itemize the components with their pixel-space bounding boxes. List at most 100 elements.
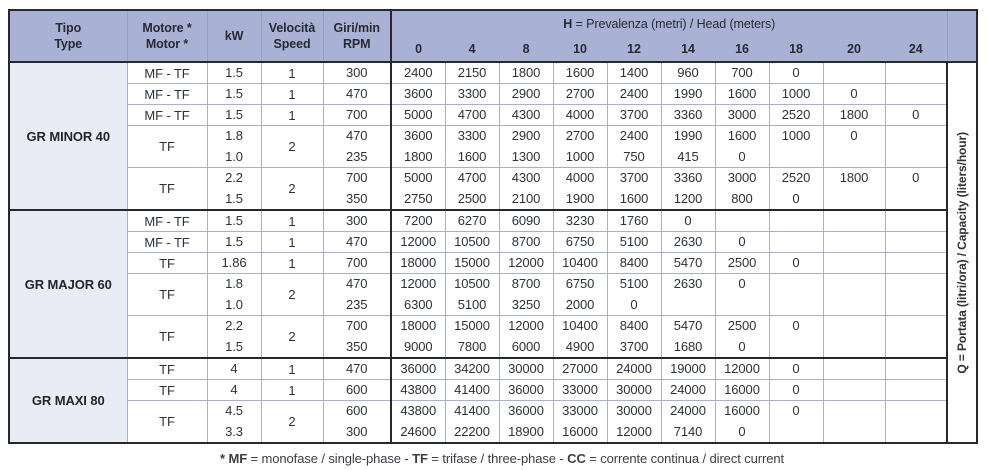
capacity-cell <box>884 125 948 168</box>
table-row: TF 4.5 3.3 2 600 300 43800 24600 41400 22200 36000… <box>9 400 977 444</box>
rpm-cell: 470 <box>322 231 392 253</box>
cell-value: 0 <box>630 296 638 312</box>
footnote-tf: TF <box>412 451 428 466</box>
cell-value: 1300 <box>511 148 541 164</box>
cell-value: 235 <box>346 296 368 312</box>
rpm-cell: 600 <box>322 379 392 401</box>
cell-value: 6090 <box>511 213 541 228</box>
cell-value: 12000 <box>400 234 437 249</box>
capacity-cell <box>822 357 886 380</box>
cell-value: 0 <box>738 276 746 291</box>
cell-value: 30000 <box>616 382 652 397</box>
rpm-cell: 700 <box>322 252 392 274</box>
cell-value: 5000 <box>403 107 433 122</box>
header-row-titles: Tipo Type Motore * Motor * kW Velocità S… <box>8 9 978 63</box>
cell-value <box>770 274 823 295</box>
cell-value: 1600 <box>619 190 649 206</box>
capacity-cell: 1990 <box>660 83 716 105</box>
cell-value: 22200 <box>454 423 490 439</box>
speed-cell: 1 <box>260 252 324 274</box>
capacity-cell: 4000 <box>552 104 608 126</box>
capacity-cell <box>884 273 948 316</box>
cell-value <box>824 189 885 210</box>
cell-value <box>662 295 715 316</box>
capacity-cell: 12000 6300 <box>390 273 446 316</box>
cell-value: 18900 <box>508 423 544 439</box>
cell-value: 16000 <box>562 423 598 439</box>
cell-value: 1680 <box>673 338 703 354</box>
cell-value: 1600 <box>565 65 595 80</box>
capacity-cell: 0 <box>884 167 948 211</box>
capacity-cell <box>822 252 886 274</box>
group-label: GR MAXI 80 <box>8 357 128 444</box>
cell-value: 2630 <box>673 276 703 291</box>
cell-value: 36000 <box>400 361 437 376</box>
capacity-cell: 0 <box>822 83 886 105</box>
capacity-cell <box>884 379 948 401</box>
capacity-cell: 43800 24600 <box>390 400 446 444</box>
capacity-cell: 43800 <box>390 379 446 401</box>
cell-value: 2150 <box>457 65 487 80</box>
cell-value: 1.0 <box>225 296 243 312</box>
cell-value: 4300 <box>511 170 541 185</box>
cell-value: 3700 <box>619 107 649 122</box>
cell-value: 800 <box>731 190 753 206</box>
cell-value: 470 <box>346 361 368 376</box>
capacity-cell: 30000 <box>606 379 662 401</box>
capacity-cell <box>884 357 948 380</box>
capacity-cell: 1600 <box>714 83 770 105</box>
cell-value: 7800 <box>457 338 487 354</box>
cell-value: 960 <box>677 65 699 80</box>
cell-value: 0 <box>738 423 746 439</box>
speed-cell: 2 <box>260 125 324 168</box>
cell-value: 0 <box>792 190 800 206</box>
cell-value <box>824 232 885 252</box>
col-header-giri: Giri/min RPM <box>322 9 392 63</box>
capacity-cell: 6750 2000 <box>552 273 608 316</box>
cell-value: 2400 <box>619 86 649 101</box>
cell-value <box>824 274 885 295</box>
cell-value: 700 <box>346 107 368 122</box>
rpm-cell: 700 350 <box>322 167 392 211</box>
motor-type-cell: TF <box>126 125 208 168</box>
cell-value: 2500 <box>727 255 757 270</box>
speed-cell: 1 <box>260 61 324 84</box>
cell-value: 33000 <box>562 382 598 397</box>
cell-value: 1900 <box>565 190 595 206</box>
cell-value: 2900 <box>511 86 541 101</box>
cell-value: 0 <box>850 86 858 101</box>
cell-value: 4900 <box>565 338 595 354</box>
capacity-cell: 36000 18900 <box>498 400 554 444</box>
capacity-cell: 4300 2100 <box>498 167 554 211</box>
cell-value <box>824 147 885 168</box>
rpm-cell: 700 350 <box>322 315 392 359</box>
head-value-4: 4 <box>445 37 499 63</box>
cell-value <box>770 232 823 252</box>
rpm-cell: 470 235 <box>322 273 392 316</box>
motor-type-cell: TF <box>126 167 208 211</box>
cell-value <box>886 232 947 252</box>
rpm-cell: 600 300 <box>322 400 392 444</box>
cell-value: 700 <box>346 255 368 270</box>
cell-value <box>824 422 885 443</box>
speed-cell: 1 <box>260 83 324 105</box>
kw-cell: 4 <box>206 379 262 401</box>
cell-value: 600 <box>346 382 368 397</box>
motor-type-cell: TF <box>126 315 208 359</box>
capacity-cell: 1000 <box>768 83 824 105</box>
cell-value <box>886 126 947 147</box>
cell-value: 470 <box>346 128 368 143</box>
kw-cell: 1.86 <box>206 252 262 274</box>
cell-value: 1.5 <box>225 86 243 101</box>
cell-value: 12000 <box>508 255 544 270</box>
cell-value <box>770 211 823 231</box>
cell-value: 7200 <box>403 213 433 228</box>
q-axis-label: Q = Portata (litri/ora) / Capacity (lite… <box>955 131 969 374</box>
cell-value: 6270 <box>457 213 487 228</box>
capacity-cell: 2150 <box>444 61 500 84</box>
cell-value <box>824 63 885 83</box>
capacity-cell: 10400 <box>552 252 608 274</box>
capacity-cell <box>822 400 886 444</box>
cell-value: 1800 <box>839 170 869 185</box>
